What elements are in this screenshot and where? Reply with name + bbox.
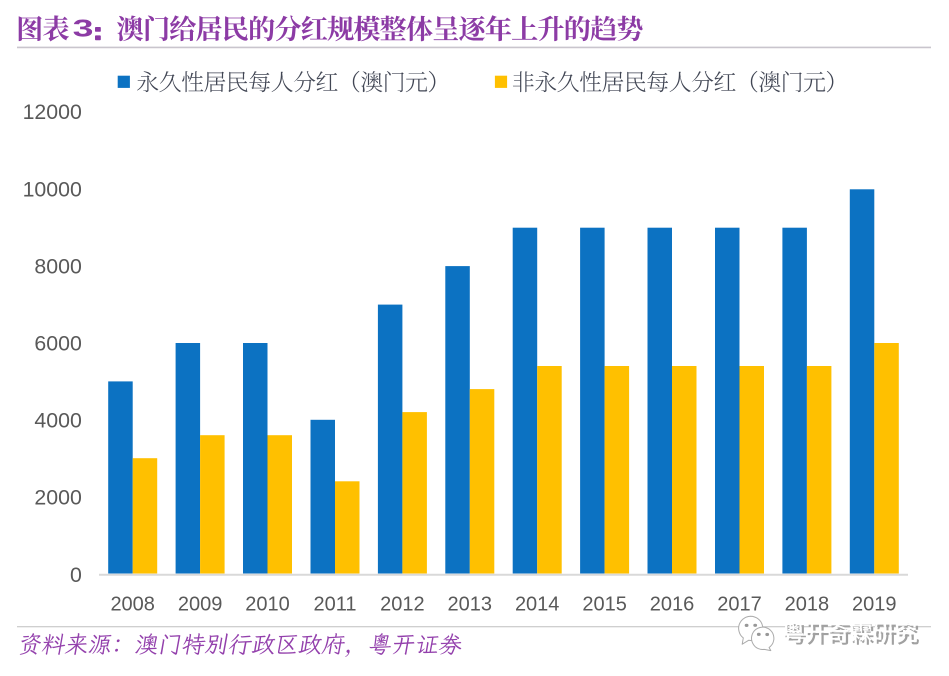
svg-text:2014: 2014 bbox=[515, 593, 560, 615]
svg-text:2016: 2016 bbox=[650, 593, 695, 615]
svg-text:2012: 2012 bbox=[380, 593, 425, 615]
svg-text:2010: 2010 bbox=[245, 593, 290, 615]
svg-text:2018: 2018 bbox=[785, 593, 830, 615]
svg-text:2017: 2017 bbox=[717, 593, 762, 615]
svg-text:2009: 2009 bbox=[178, 593, 223, 615]
svg-text:0: 0 bbox=[70, 563, 82, 587]
svg-text:2015: 2015 bbox=[582, 593, 627, 615]
svg-text:4000: 4000 bbox=[34, 409, 82, 433]
svg-text:8000: 8000 bbox=[34, 254, 82, 278]
svg-text:2013: 2013 bbox=[448, 593, 493, 615]
svg-text:2019: 2019 bbox=[852, 593, 897, 615]
svg-text:2000: 2000 bbox=[34, 486, 82, 510]
svg-text:2011: 2011 bbox=[313, 593, 356, 615]
svg-text:2008: 2008 bbox=[110, 593, 155, 615]
svg-text:6000: 6000 bbox=[34, 332, 82, 356]
svg-text:12000: 12000 bbox=[23, 100, 82, 124]
svg-text:10000: 10000 bbox=[23, 177, 82, 201]
